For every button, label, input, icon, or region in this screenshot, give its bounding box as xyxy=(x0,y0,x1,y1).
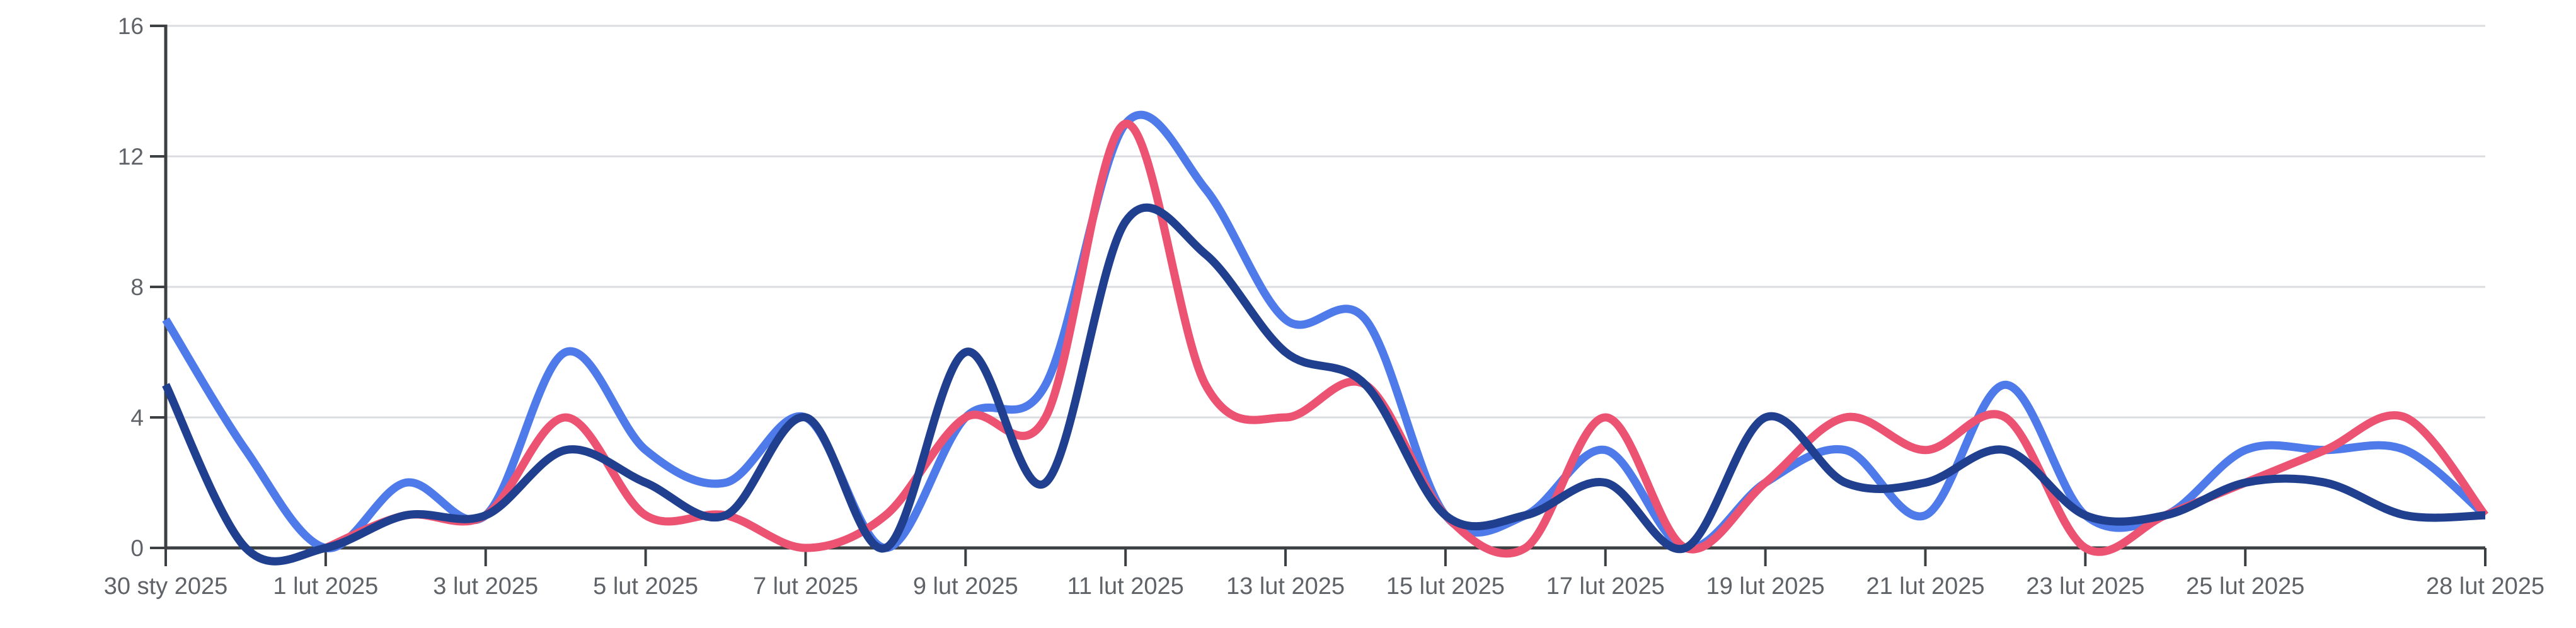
x-axis-label: 25 lut 2025 xyxy=(2186,573,2304,600)
y-axis-label-4: 4 xyxy=(130,405,144,431)
x-axis-label: 9 lut 2025 xyxy=(913,573,1018,600)
x-axis-label: 17 lut 2025 xyxy=(1546,573,1665,600)
x-axis-label: 23 lut 2025 xyxy=(2026,573,2144,600)
y-axis-label-0: 0 xyxy=(130,535,144,561)
y-axis-label-12: 12 xyxy=(118,144,144,170)
x-axis-label: 11 lut 2025 xyxy=(1067,573,1184,600)
y-axis-label-16: 16 xyxy=(118,13,144,39)
x-axis-label: 3 lut 2025 xyxy=(433,573,538,600)
x-axis-label: 13 lut 2025 xyxy=(1226,573,1345,600)
x-axis-label: 19 lut 2025 xyxy=(1706,573,1825,600)
x-axis-label: 30 sty 2025 xyxy=(104,573,227,600)
x-axis-label: 15 lut 2025 xyxy=(1386,573,1505,600)
x-axis-label: 21 lut 2025 xyxy=(1866,573,1984,600)
y-axis-label-8: 8 xyxy=(130,274,144,300)
x-axis-label: 28 lut 2025 xyxy=(2426,573,2544,600)
series-line-blue[interactable] xyxy=(162,110,2488,552)
x-axis-label: 1 lut 2025 xyxy=(273,573,378,600)
x-axis-label: 5 lut 2025 xyxy=(593,573,698,600)
x-axis-label: 7 lut 2025 xyxy=(753,573,858,600)
series-line-navy[interactable] xyxy=(162,203,2486,566)
